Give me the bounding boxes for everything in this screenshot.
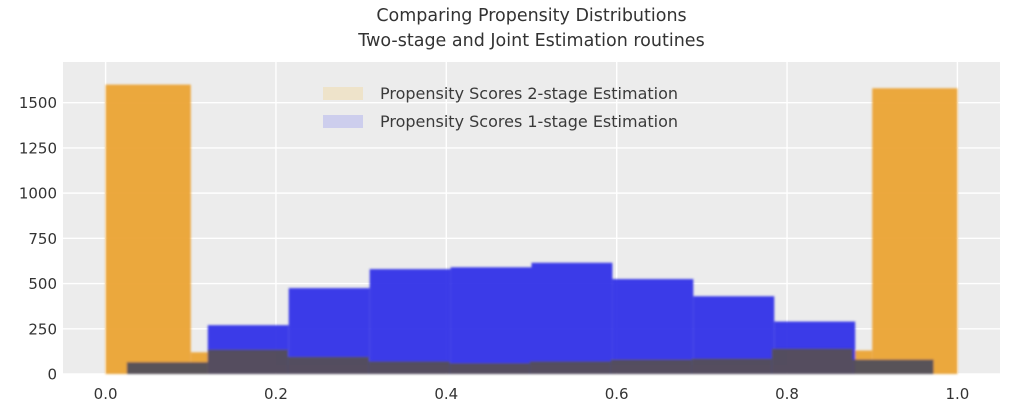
- x-tick-label: 0.0: [94, 385, 118, 403]
- y-tick-label: 500: [28, 275, 57, 293]
- hist-bar-series0-bin0: [105, 84, 191, 374]
- hist-bar-series0-bin9: [872, 88, 958, 375]
- chart-title-line1: Comparing Propensity Distributions: [376, 6, 687, 26]
- hist-bar-series2-bin4: [449, 363, 530, 374]
- legend-swatch-1-stage: [323, 114, 363, 128]
- hist-bar-series2-bin7: [691, 358, 772, 374]
- legend-label-2-stage: Propensity Scores 2-stage Estimation: [380, 83, 679, 103]
- hist-bar-series2-bin9: [852, 359, 934, 374]
- legend-label-1-stage: Propensity Scores 1-stage Estimation: [380, 111, 679, 131]
- hist-bar-series1-bin4: [531, 262, 613, 374]
- legend-swatch-2-stage: [323, 86, 363, 100]
- hist-bar-series2-bin1: [207, 349, 288, 374]
- legend: Propensity Scores 2-stage Estimation Pro…: [323, 79, 678, 135]
- hist-bar-series2-bin6: [610, 359, 692, 374]
- y-tick-label: 0: [47, 366, 57, 384]
- y-tick-label: 1500: [19, 94, 57, 112]
- legend-item-1-stage: Propensity Scores 1-stage Estimation: [323, 107, 678, 135]
- hist-bar-series1-bin2: [369, 269, 451, 374]
- y-tick-label: 250: [28, 320, 57, 338]
- x-tick-label: 0.4: [434, 385, 458, 403]
- histogram-bars: [105, 84, 958, 375]
- x-tick-label: 0.6: [605, 385, 629, 403]
- chart-title: Comparing Propensity Distributions Two-s…: [63, 4, 1000, 54]
- hist-bar-series2-bin8: [771, 348, 853, 374]
- chart-title-line2: Two-stage and Joint Estimation routines: [358, 31, 705, 51]
- y-tick-label: 750: [28, 230, 57, 248]
- y-tick-label: 1250: [19, 139, 57, 157]
- hist-bar-series1-bin3: [450, 267, 532, 374]
- hist-bar-series2-bin3: [368, 361, 450, 374]
- hist-bar-series1-bin5: [612, 279, 694, 374]
- legend-item-2-stage: Propensity Scores 2-stage Estimation: [323, 79, 678, 107]
- y-tick-label: 1000: [19, 185, 57, 203]
- hist-bar-series2-bin0: [126, 362, 208, 374]
- hist-bar-series2-bin2: [287, 356, 369, 374]
- hist-bar-series2-bin5: [529, 361, 611, 374]
- x-tick-label: 1.0: [945, 385, 969, 403]
- x-tick-label: 0.8: [775, 385, 799, 403]
- x-tick-label: 0.2: [264, 385, 288, 403]
